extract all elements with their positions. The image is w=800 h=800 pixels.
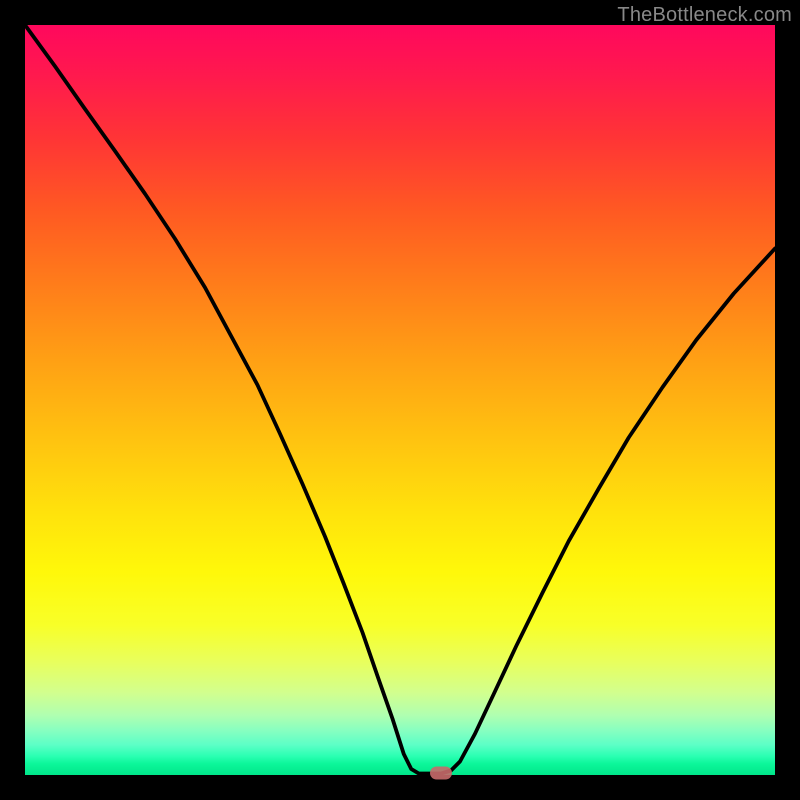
plot-area	[25, 25, 775, 775]
watermark-text: TheBottleneck.com	[617, 4, 792, 27]
bottleneck-curve	[25, 25, 775, 775]
minimum-marker	[430, 766, 452, 779]
